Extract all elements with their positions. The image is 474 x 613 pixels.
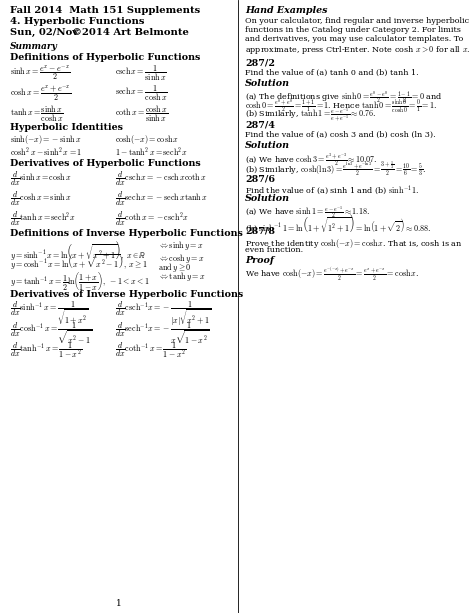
Text: $\cosh^2 x - \sinh^2 x = 1$: $\cosh^2 x - \sinh^2 x = 1$ — [10, 145, 82, 158]
Text: functions in the Catalog under Category 2. For limits: functions in the Catalog under Category … — [245, 26, 461, 34]
Text: $\cosh 0 = \frac{e^0+e^0}{2} = \frac{1+1}{1} = 1$. Hence $\tanh 0 = \frac{\sinh : $\cosh 0 = \frac{e^0+e^0}{2} = \frac{1+1… — [245, 98, 437, 115]
Text: (a) We have $\sinh 1 = \frac{e-e^{-1}}{2} \approx 1.18$.: (a) We have $\sinh 1 = \frac{e-e^{-1}}{2… — [245, 204, 370, 220]
Text: Prove the identity $\cosh(-x) = \cosh x$. That is, cosh is an: Prove the identity $\cosh(-x) = \cosh x$… — [245, 237, 463, 250]
Text: $\dfrac{d}{dx}\coth^{-1} x = \dfrac{1}{1-x^2}$: $\dfrac{d}{dx}\coth^{-1} x = \dfrac{1}{1… — [115, 340, 187, 360]
Text: Derivatives of Inverse Hyperbolic Functions: Derivatives of Inverse Hyperbolic Functi… — [10, 290, 243, 299]
Text: (b) $\sinh^{-1} 1 = \ln\!\left(1 + \sqrt{1^2+1}\right) = \ln\!\left(1+\sqrt{2}\r: (b) $\sinh^{-1} 1 = \ln\!\left(1 + \sqrt… — [245, 213, 431, 234]
Text: $\coth x = \dfrac{\cosh x}{\sinh x}$: $\coth x = \dfrac{\cosh x}{\sinh x}$ — [115, 103, 168, 123]
Text: 1: 1 — [116, 599, 122, 608]
Text: $\dfrac{d}{dx}\coth x = -\mathrm{csch}^2 x$: $\dfrac{d}{dx}\coth x = -\mathrm{csch}^2… — [115, 209, 189, 227]
Text: We have $\cosh(-x) = \frac{e^{-(-x)}+e^{-x}}{2} = \frac{e^x+e^{-x}}{2} = \cosh x: We have $\cosh(-x) = \frac{e^{-(-x)}+e^{… — [245, 266, 419, 283]
Text: $\dfrac{d}{dx}\mathrm{sech}\,x = -\mathrm{sech}\,x\tanh x$: $\dfrac{d}{dx}\mathrm{sech}\,x = -\mathr… — [115, 189, 208, 208]
Text: (a) We have $\cosh 3 = \frac{e^3+e^{-3}}{2} \approx 10.07$.: (a) We have $\cosh 3 = \frac{e^3+e^{-3}}… — [245, 151, 378, 167]
Text: 4. Hyperbolic Functions: 4. Hyperbolic Functions — [10, 17, 145, 26]
Text: Derivatives of Hyperbolic Functions: Derivatives of Hyperbolic Functions — [10, 159, 201, 168]
Text: $\mathrm{sech}\,x = \dfrac{1}{\cosh x}$: $\mathrm{sech}\,x = \dfrac{1}{\cosh x}$ — [115, 83, 168, 102]
Text: $\sinh(-x) = -\sinh x$: $\sinh(-x) = -\sinh x$ — [10, 133, 82, 146]
Text: $\dfrac{d}{dx}\tanh^{-1} x = \dfrac{1}{1-x^2}$: $\dfrac{d}{dx}\tanh^{-1} x = \dfrac{1}{1… — [10, 340, 82, 360]
Text: Fall 2014  Math 151 Supplements: Fall 2014 Math 151 Supplements — [10, 6, 200, 15]
Text: $\dfrac{d}{dx}\mathrm{csch}\,x = -\mathrm{csch}\,x\coth x$: $\dfrac{d}{dx}\mathrm{csch}\,x = -\mathr… — [115, 169, 207, 188]
Text: $\dfrac{d}{dx}\mathrm{sech}^{-1} x = -\dfrac{1}{x\sqrt{1-x^2}}$: $\dfrac{d}{dx}\mathrm{sech}^{-1} x = -\d… — [115, 320, 210, 346]
Text: 287/2: 287/2 — [245, 59, 275, 68]
Text: $\cosh x = \dfrac{e^x + e^{-x}}{2}$: $\cosh x = \dfrac{e^x + e^{-x}}{2}$ — [10, 83, 72, 103]
Text: $\mathrm{csch}\,x = \dfrac{1}{\sinh x}$: $\mathrm{csch}\,x = \dfrac{1}{\sinh x}$ — [115, 63, 167, 83]
Text: Solution: Solution — [245, 79, 290, 88]
Text: $\dfrac{d}{dx}\sinh x = \cosh x$: $\dfrac{d}{dx}\sinh x = \cosh x$ — [10, 169, 72, 188]
Text: $\mathrm{and}\;y \geq 0$: $\mathrm{and}\;y \geq 0$ — [158, 261, 191, 274]
Text: $y = \tanh^{-1} x = \dfrac{1}{2}\ln\!\left(\dfrac{1+x}{1-x}\right),\;-1 < x < 1$: $y = \tanh^{-1} x = \dfrac{1}{2}\ln\!\le… — [10, 270, 150, 292]
Text: 287/4: 287/4 — [245, 121, 275, 130]
Text: Summary: Summary — [10, 42, 58, 51]
Text: Solution: Solution — [245, 194, 290, 203]
Text: $y = \cosh^{-1} x = \ln\!\left(x + \sqrt{x^2-1}\right),\;x \geq 1$: $y = \cosh^{-1} x = \ln\!\left(x + \sqrt… — [10, 252, 148, 271]
Text: and derivatives, you may use calculator templates. To: and derivatives, you may use calculator … — [245, 35, 463, 43]
Text: ©2014 Art Belmonte: ©2014 Art Belmonte — [72, 28, 189, 37]
Text: (b) Similarly, $\cosh(\ln 3) = \frac{e^{\ln 3}+e^{-\ln 3}}{2} = \frac{3+\frac{1}: (b) Similarly, $\cosh(\ln 3) = \frac{e^{… — [245, 160, 426, 178]
Text: Sun, 02/Nov: Sun, 02/Nov — [10, 28, 78, 37]
Text: $y = \sinh^{-1} x = \ln\!\left(x + \sqrt{x^2+1}\right),\;x \in \mathbb{R}$: $y = \sinh^{-1} x = \ln\!\left(x + \sqrt… — [10, 239, 146, 262]
Text: Definitions of Inverse Hyperbolic Functions: Definitions of Inverse Hyperbolic Functi… — [10, 229, 243, 238]
Text: $\dfrac{d}{dx}\mathrm{csch}^{-1} x = -\dfrac{1}{|x|\sqrt{x^2+1}}$: $\dfrac{d}{dx}\mathrm{csch}^{-1} x = -\d… — [115, 300, 211, 328]
Text: $\Leftrightarrow \tanh y = x$: $\Leftrightarrow \tanh y = x$ — [158, 270, 205, 283]
Text: 287/6: 287/6 — [245, 174, 275, 183]
Text: approximate, press Ctrl-Enter. Note cosh $x > 0$ for all $x$.: approximate, press Ctrl-Enter. Note cosh… — [245, 44, 470, 56]
Text: 287/8: 287/8 — [245, 227, 275, 236]
Text: $\cosh(-x) = \cosh x$: $\cosh(-x) = \cosh x$ — [115, 133, 179, 146]
Text: Find the value of (a) tanh 0 and (b) tanh 1.: Find the value of (a) tanh 0 and (b) tan… — [245, 69, 419, 77]
Text: $\dfrac{d}{dx}\sinh^{-1} x = \dfrac{1}{\sqrt{1+x^2}}$: $\dfrac{d}{dx}\sinh^{-1} x = \dfrac{1}{\… — [10, 300, 89, 327]
Text: Hyperbolic Identities: Hyperbolic Identities — [10, 123, 123, 132]
Text: Find the value of (a) cosh 3 and (b) cosh (ln 3).: Find the value of (a) cosh 3 and (b) cos… — [245, 131, 436, 139]
Text: $\sinh x = \dfrac{e^x - e^{-x}}{2}$: $\sinh x = \dfrac{e^x - e^{-x}}{2}$ — [10, 63, 71, 82]
Text: (b) Similarly, $\tanh 1 = \frac{e-e^{-1}}{e+e^{-1}} \approx 0.76$.: (b) Similarly, $\tanh 1 = \frac{e-e^{-1}… — [245, 107, 376, 124]
Text: $\dfrac{d}{dx}\cosh^{-1} x = \dfrac{1}{\sqrt{x^2-1}}$: $\dfrac{d}{dx}\cosh^{-1} x = \dfrac{1}{\… — [10, 320, 92, 346]
Text: even function.: even function. — [245, 246, 303, 254]
Text: (a) The definitions give $\sinh 0 = \frac{e^0-e^0}{2} = \frac{1-1}{2} = 0$ and: (a) The definitions give $\sinh 0 = \fra… — [245, 89, 443, 105]
Text: $\dfrac{d}{dx}\cosh x = \sinh x$: $\dfrac{d}{dx}\cosh x = \sinh x$ — [10, 189, 72, 208]
Text: $\tanh x = \dfrac{\sinh x}{\cosh x}$: $\tanh x = \dfrac{\sinh x}{\cosh x}$ — [10, 103, 64, 123]
Text: Hand Examples: Hand Examples — [245, 6, 328, 15]
Text: $\Leftrightarrow \cosh y = x$: $\Leftrightarrow \cosh y = x$ — [158, 252, 205, 265]
Text: Proof: Proof — [245, 256, 274, 265]
Text: On your calculator, find regular and inverse hyperbolic: On your calculator, find regular and inv… — [245, 17, 469, 25]
Text: Definitions of Hyperbolic Functions: Definitions of Hyperbolic Functions — [10, 53, 201, 62]
Text: Solution: Solution — [245, 141, 290, 150]
Text: $\dfrac{d}{dx}\tanh x = \mathrm{sech}^2 x$: $\dfrac{d}{dx}\tanh x = \mathrm{sech}^2 … — [10, 209, 75, 227]
Text: $\Leftrightarrow \sinh y = x$: $\Leftrightarrow \sinh y = x$ — [158, 239, 204, 252]
Text: $1 - \tanh^2 x = \mathrm{sech}^2 x$: $1 - \tanh^2 x = \mathrm{sech}^2 x$ — [115, 145, 187, 158]
Text: Find the value of (a) sinh 1 and (b) $\sinh^{-1} 1$.: Find the value of (a) sinh 1 and (b) $\s… — [245, 184, 420, 197]
